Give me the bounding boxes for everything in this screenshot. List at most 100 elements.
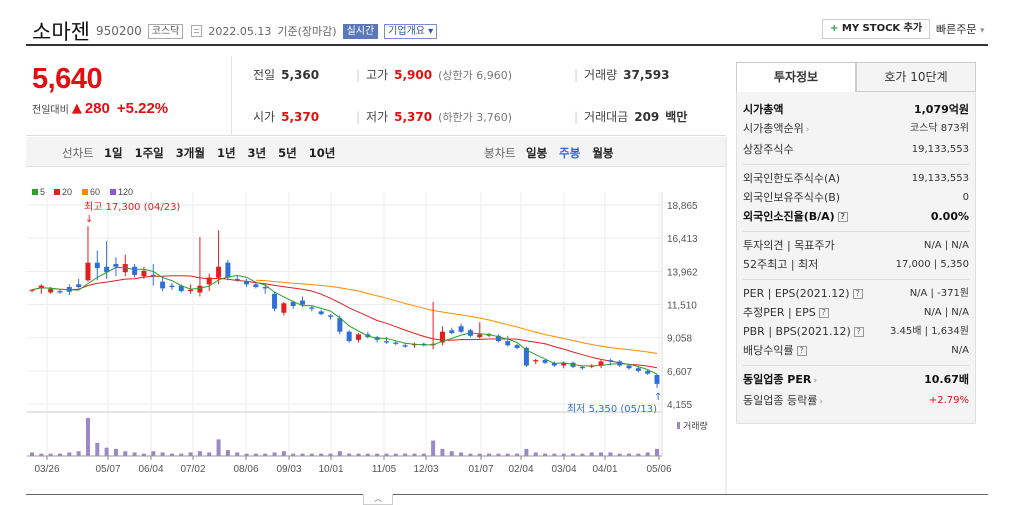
document-icon[interactable] bbox=[191, 25, 203, 37]
candle-body bbox=[290, 301, 296, 306]
x-tick-label: 11/05 bbox=[372, 464, 397, 475]
mystock-add-button[interactable]: + MY STOCK 추가 bbox=[822, 19, 931, 39]
info-section: 투자의견 | 목표주가 N/A | N/A 52주최고 | 최저 17,000 | 5… bbox=[743, 232, 969, 280]
candle-body bbox=[486, 334, 492, 336]
info-value: 19,133,553 bbox=[911, 173, 969, 184]
volume-bar bbox=[552, 453, 557, 456]
divider bbox=[231, 56, 232, 136]
candle-body bbox=[654, 374, 660, 384]
volume-bar bbox=[543, 453, 548, 456]
candle-body bbox=[598, 361, 604, 366]
candle-body bbox=[253, 284, 259, 288]
period-1w[interactable]: 1주일 bbox=[134, 146, 164, 160]
help-icon[interactable]: ? bbox=[837, 212, 848, 222]
candle-body bbox=[337, 318, 343, 332]
candle-body bbox=[160, 281, 166, 289]
tab-investment-info[interactable]: 투자정보 bbox=[736, 62, 856, 92]
x-tick-label: 10/01 bbox=[318, 464, 343, 475]
quote-basis: 기준(장마감) bbox=[277, 25, 337, 38]
period-10y[interactable]: 10년 bbox=[308, 146, 336, 160]
quick-order-button[interactable]: 빠른주문 ▾ bbox=[936, 23, 985, 36]
chevron-up-icon[interactable]: ︿ bbox=[363, 494, 393, 505]
info-row[interactable]: 외국인소진율(B/A)? 0.00% bbox=[743, 207, 969, 226]
volume-bar bbox=[95, 442, 100, 456]
ma20-line bbox=[31, 275, 658, 369]
candle-body bbox=[318, 311, 324, 315]
volume-bar bbox=[636, 453, 641, 456]
candle-body bbox=[234, 278, 240, 281]
tab-orderbook-10[interactable]: 호가 10단계 bbox=[856, 62, 976, 92]
legend-swatch bbox=[110, 189, 116, 195]
candle-body bbox=[216, 266, 222, 278]
candle-body bbox=[309, 307, 315, 309]
candle-body bbox=[29, 289, 35, 291]
candle-body bbox=[178, 285, 184, 292]
help-icon[interactable]: ? bbox=[818, 308, 829, 318]
info-value: N/A bbox=[951, 345, 969, 356]
stock-header: 소마젠 950200 코스닥 2022.05.13 기준(장마감) 실시간 기업… bbox=[26, 16, 988, 46]
info-row[interactable]: 배당수익률? N/A bbox=[743, 341, 969, 360]
live-badge[interactable]: 실시간 bbox=[342, 23, 379, 39]
candle-body bbox=[94, 262, 100, 269]
help-icon[interactable]: ? bbox=[796, 346, 807, 356]
x-tick-label: 03/04 bbox=[551, 464, 576, 475]
candle-body bbox=[57, 291, 63, 293]
prev-close: 전일 5,360 bbox=[253, 68, 320, 82]
help-icon[interactable]: ? bbox=[853, 327, 864, 337]
period-3y[interactable]: 3년 bbox=[247, 146, 267, 160]
volume-bar bbox=[235, 452, 240, 456]
info-key: 상장주식수 bbox=[743, 143, 794, 156]
volume-bar bbox=[188, 452, 193, 456]
info-row[interactable]: 시가총액순위 › 코스닥 873위 bbox=[743, 119, 969, 140]
x-tick-label: 02/04 bbox=[508, 464, 533, 475]
legend-swatch bbox=[32, 189, 38, 195]
info-row[interactable]: 추정PER | EPS? N/A | N/A bbox=[743, 303, 969, 322]
info-key: 52주최고 | 최저 bbox=[743, 258, 819, 271]
volume-legend-swatch bbox=[677, 422, 680, 429]
volume-bar bbox=[123, 451, 128, 456]
info-value: 1,079억원 bbox=[913, 103, 969, 116]
period-weekly[interactable]: 주봉 bbox=[559, 146, 581, 160]
info-key: 투자의견 | 목표주가 bbox=[743, 239, 835, 252]
company-name[interactable]: 소마젠 bbox=[32, 20, 90, 44]
candle-body bbox=[272, 293, 278, 309]
info-key: 추정PER | EPS? bbox=[743, 303, 829, 322]
info-key: 동일업종 PER › bbox=[743, 373, 818, 386]
info-section: 외국인한도주식수(A) 19,133,553 외국인보유주식수(B) 0 외국인소진율(… bbox=[743, 165, 969, 232]
period-3m[interactable]: 3개월 bbox=[175, 146, 205, 160]
period-1y[interactable]: 1년 bbox=[216, 146, 236, 160]
info-value: 코스닥 873위 bbox=[909, 123, 969, 134]
volume-bar bbox=[76, 451, 81, 456]
info-value: 19,133,553 bbox=[911, 144, 969, 155]
candle-body bbox=[645, 370, 651, 374]
info-tabs: 투자정보 호가 10단계 bbox=[736, 62, 976, 92]
info-row[interactable]: PBR | BPS(2021.12)? 3.45배 | 1,634원 bbox=[743, 322, 969, 341]
chevron-right-icon: › bbox=[819, 397, 823, 407]
info-value: 17,000 | 5,350 bbox=[895, 259, 969, 270]
volume-bar bbox=[375, 453, 380, 456]
volume-bar bbox=[365, 453, 370, 456]
candle-body bbox=[38, 285, 44, 289]
period-daily[interactable]: 일봉 bbox=[526, 146, 548, 160]
candle-body bbox=[561, 362, 567, 366]
period-1d[interactable]: 1일 bbox=[104, 146, 123, 160]
corp-overview-button[interactable]: 기업개요 ▾ bbox=[384, 23, 438, 39]
help-icon[interactable]: ? bbox=[852, 289, 863, 299]
info-key: 외국인한도주식수(A) bbox=[743, 172, 841, 185]
candle-body bbox=[495, 335, 501, 342]
info-row[interactable]: 동일업종 PER › 10.67배 bbox=[743, 370, 969, 391]
info-row[interactable]: 동일업종 등락률 › +2.79% bbox=[743, 391, 969, 412]
volume-bar bbox=[253, 453, 258, 456]
x-tick-label: 12/03 bbox=[413, 464, 438, 475]
volume-bar bbox=[300, 453, 305, 456]
volume-bar bbox=[197, 451, 202, 456]
info-row[interactable]: PER | EPS(2021.12)? N/A | -371원 bbox=[743, 284, 969, 303]
volume-bar bbox=[412, 453, 417, 456]
candle-body bbox=[85, 262, 91, 281]
volume-bar bbox=[179, 453, 184, 456]
period-5y[interactable]: 5년 bbox=[278, 146, 297, 160]
period-monthly[interactable]: 월봉 bbox=[592, 146, 614, 160]
price-panel: 5,640 전일대비 ▲ 280 +5.22% 전일 5,360 | 고가 5,900… bbox=[26, 56, 726, 136]
x-tick-label: 08/06 bbox=[233, 464, 258, 475]
